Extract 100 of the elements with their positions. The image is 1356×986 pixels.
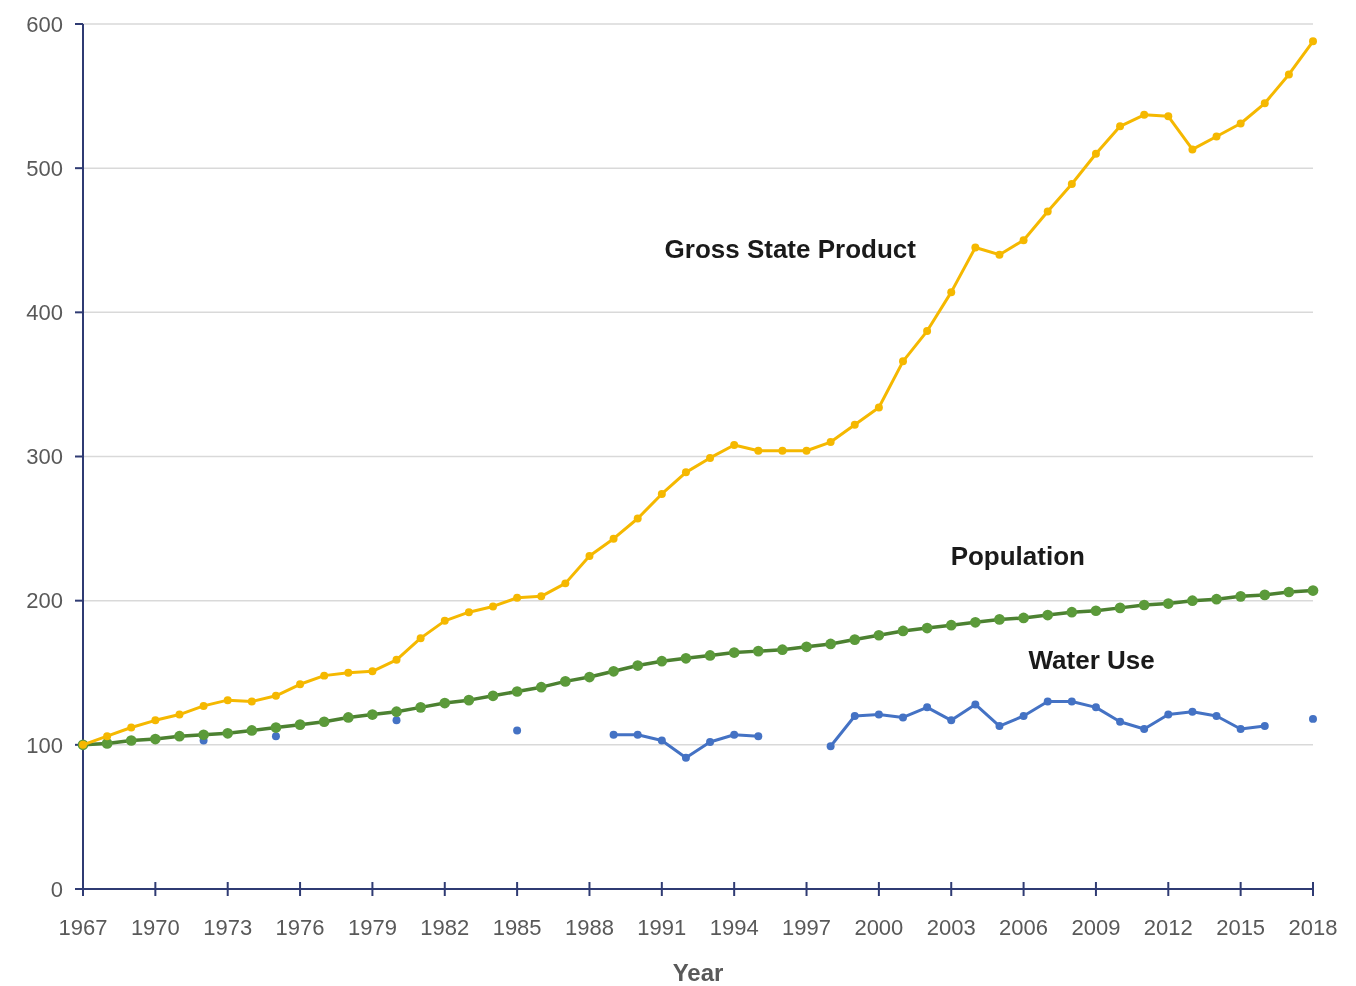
point xyxy=(487,690,499,702)
y-tick-label: 600 xyxy=(26,11,63,37)
point xyxy=(801,641,812,653)
point xyxy=(198,729,209,741)
point xyxy=(584,671,595,683)
point xyxy=(971,243,980,252)
point xyxy=(728,647,740,658)
x-tick-label: 2015 xyxy=(1216,915,1266,940)
point xyxy=(223,696,232,705)
point xyxy=(1043,207,1052,216)
point xyxy=(1091,149,1100,158)
point xyxy=(1260,99,1269,108)
point xyxy=(440,616,449,625)
point xyxy=(199,701,208,710)
point xyxy=(175,710,184,719)
point xyxy=(633,730,642,739)
point xyxy=(271,691,280,700)
point xyxy=(1164,710,1173,719)
point xyxy=(1090,605,1102,617)
point xyxy=(1138,599,1150,611)
x-tick-label: 2018 xyxy=(1288,915,1338,940)
point xyxy=(706,737,715,746)
point xyxy=(560,676,571,687)
point xyxy=(318,716,330,728)
x-tick-label: 1973 xyxy=(203,915,253,940)
y-tick-label: 200 xyxy=(26,588,63,614)
series-label: Population xyxy=(950,540,1085,571)
point xyxy=(1018,612,1029,624)
y-tick-label: 100 xyxy=(26,732,63,758)
point xyxy=(489,602,497,611)
point xyxy=(681,753,690,762)
point xyxy=(826,742,835,751)
point xyxy=(921,622,933,634)
point xyxy=(1307,585,1319,596)
series-label: Gross State Product xyxy=(664,233,917,264)
x-tick-label: 1979 xyxy=(347,915,397,940)
point xyxy=(923,327,932,336)
point xyxy=(1235,591,1246,602)
x-tick-label: 1967 xyxy=(58,915,108,940)
point xyxy=(825,638,836,650)
point xyxy=(1114,602,1126,614)
point xyxy=(609,730,618,739)
point xyxy=(320,671,329,680)
point xyxy=(945,619,957,631)
point xyxy=(392,655,401,664)
point xyxy=(1212,132,1221,141)
y-tick-label: 0 xyxy=(50,876,63,902)
point xyxy=(995,250,1004,259)
point xyxy=(561,579,570,588)
point xyxy=(1162,598,1174,609)
x-tick-label: 2012 xyxy=(1143,915,1193,940)
point xyxy=(873,629,885,641)
point xyxy=(1309,714,1317,723)
point xyxy=(1140,724,1149,733)
point xyxy=(730,440,739,449)
x-tick-label: 1991 xyxy=(637,915,687,940)
point xyxy=(1259,589,1271,601)
x-tick-label: 1994 xyxy=(709,915,759,940)
point xyxy=(391,706,402,718)
x-tick-label: 1985 xyxy=(492,915,542,940)
x-tick-label: 2000 xyxy=(854,915,904,940)
point xyxy=(463,694,475,706)
point xyxy=(632,660,644,671)
point xyxy=(899,357,907,366)
point xyxy=(706,453,715,462)
point xyxy=(294,719,306,730)
point xyxy=(970,616,981,628)
point xyxy=(1236,119,1245,128)
x-tick-label: 2003 xyxy=(926,915,976,940)
point xyxy=(513,593,522,602)
point xyxy=(897,625,909,637)
point xyxy=(923,703,932,712)
x-tick-label: 2006 xyxy=(999,915,1049,940)
series-label: Water Use xyxy=(1028,645,1155,676)
point xyxy=(296,680,305,689)
point xyxy=(1019,712,1028,720)
point xyxy=(535,681,547,693)
point xyxy=(174,730,185,742)
point xyxy=(1236,724,1245,733)
point xyxy=(1188,145,1197,154)
y-tick-label: 500 xyxy=(26,155,63,181)
point xyxy=(899,713,907,722)
point xyxy=(681,468,690,477)
point xyxy=(730,730,739,739)
point xyxy=(537,592,546,601)
point xyxy=(392,716,401,725)
point xyxy=(1067,697,1076,706)
point xyxy=(1091,703,1100,712)
point xyxy=(246,725,258,736)
point xyxy=(777,644,788,656)
point xyxy=(608,665,619,677)
x-tick-label: 1988 xyxy=(564,915,614,940)
point xyxy=(947,288,956,297)
point xyxy=(1116,122,1125,131)
point xyxy=(680,652,692,664)
x-axis-title: Year xyxy=(672,959,724,986)
x-tick-label: 1997 xyxy=(782,915,832,940)
x-tick-label: 1982 xyxy=(420,915,470,940)
point xyxy=(416,634,425,643)
point xyxy=(368,667,377,676)
